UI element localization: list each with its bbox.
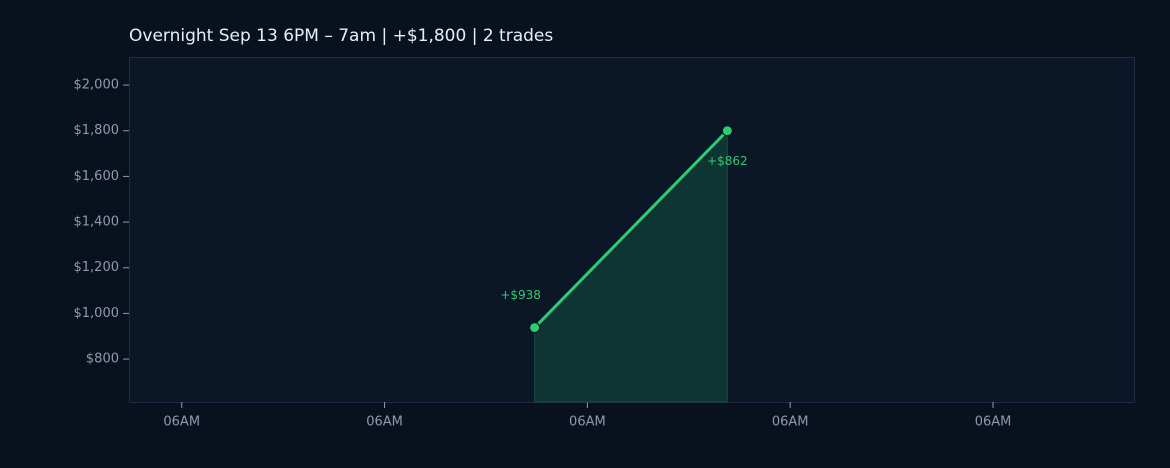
chart-title: Overnight Sep 13 6PM – 7am | +$1,800 | 2…: [129, 26, 553, 46]
x-tick-label: 06AM: [569, 415, 606, 430]
y-tick-label: $1,000: [74, 306, 120, 321]
annotation: +$938: [500, 288, 541, 302]
point: [721, 125, 733, 137]
annotation: +$862: [707, 154, 748, 168]
point: [529, 322, 541, 334]
y-tick-label: $2,000: [74, 78, 120, 93]
x-tick-label: 06AM: [772, 415, 809, 430]
y-tick-label: $800: [86, 352, 119, 367]
line: [533, 129, 729, 329]
y-tick-label: $1,600: [74, 169, 120, 184]
x-tick-label: 06AM: [163, 415, 200, 430]
y-tick-label: $1,400: [74, 215, 120, 230]
x-tick-label: 06AM: [366, 415, 403, 430]
y-tick-label: $1,800: [74, 123, 120, 138]
x-tick-label: 06AM: [975, 415, 1012, 430]
y-tick-label: $1,200: [74, 260, 120, 275]
